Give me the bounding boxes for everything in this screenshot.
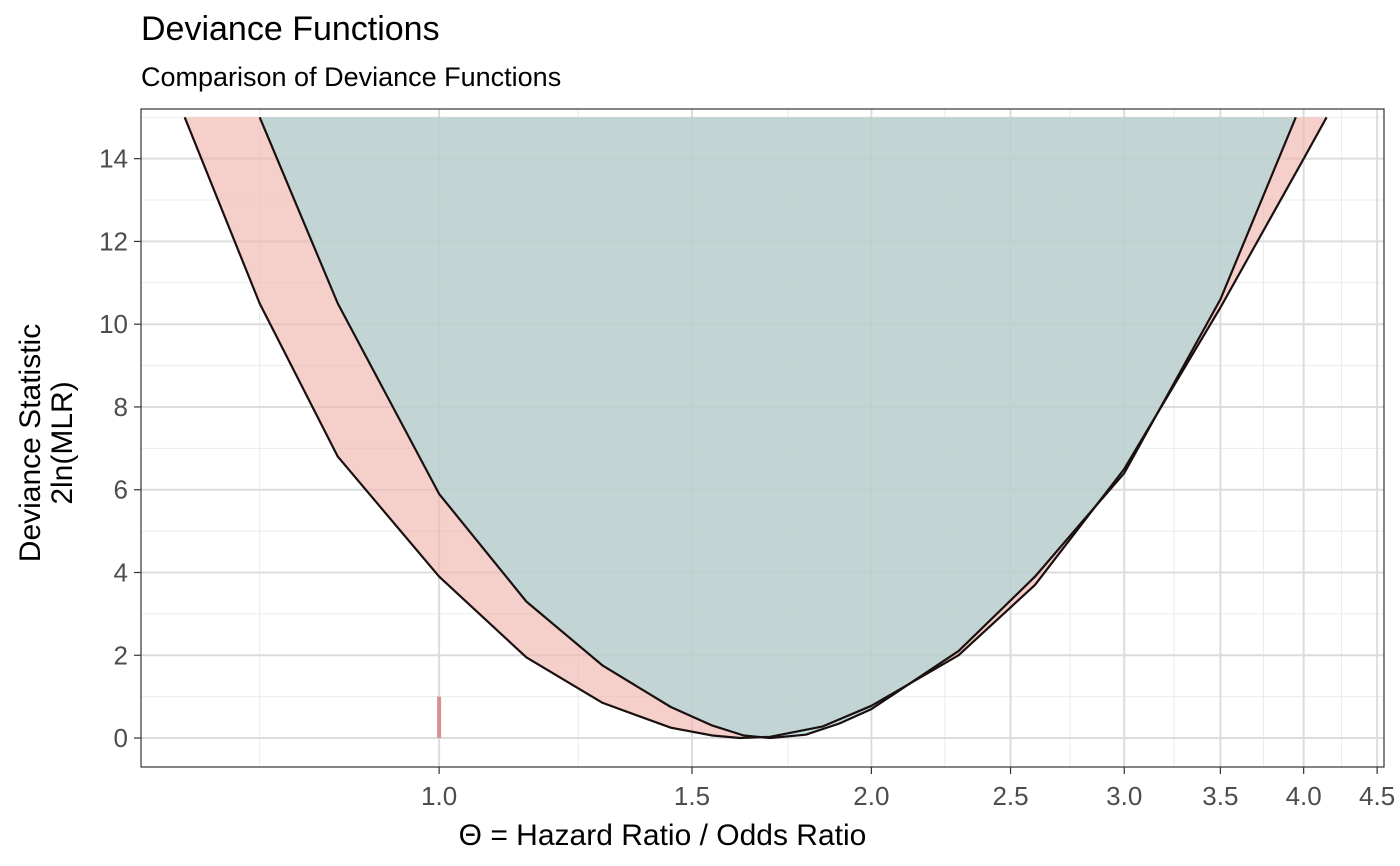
y-axis-title-line1: Deviance Statistic xyxy=(14,324,47,562)
x-tick-label: 2.0 xyxy=(853,781,889,811)
x-tick-label: 4.0 xyxy=(1286,781,1322,811)
x-tick-label: 4.5 xyxy=(1359,781,1395,811)
deviance-area-2 xyxy=(259,117,1296,739)
x-tick-label: 3.0 xyxy=(1106,781,1142,811)
x-tick-label: 2.5 xyxy=(992,781,1028,811)
y-tick-label: 6 xyxy=(114,475,128,505)
y-tick-label: 12 xyxy=(99,226,128,256)
y-axis: 0 2 4 6 8 10 12 14 xyxy=(99,144,141,753)
y-tick-label: 8 xyxy=(114,392,128,422)
plot-panel-border xyxy=(140,108,1385,768)
y-tick-label: 2 xyxy=(114,640,128,670)
deviance-curve-2 xyxy=(258,116,1297,740)
y-tick-label: 0 xyxy=(114,723,128,753)
x-tick-label: 1.0 xyxy=(421,781,457,811)
y-tick-label: 10 xyxy=(99,309,128,339)
chart-subtitle: Comparison of Deviance Functions xyxy=(141,62,562,92)
deviance-curves xyxy=(183,116,1328,740)
chart-title: Deviance Functions xyxy=(141,10,440,48)
x-tick-label: 3.5 xyxy=(1202,781,1238,811)
y-tick-label: 4 xyxy=(114,557,128,587)
deviance-areas xyxy=(184,117,1327,739)
y-tick-label: 14 xyxy=(99,144,128,174)
x-axis: 1.0 1.5 2.0 2.5 3.0 3.5 4.0 4.5 xyxy=(421,767,1395,811)
x-tick-label: 1.5 xyxy=(674,781,710,811)
y-axis-title-line2: 2ln(MLR) xyxy=(46,381,79,504)
x-axis-title: Θ = Hazard Ratio / Odds Ratio xyxy=(459,819,867,852)
